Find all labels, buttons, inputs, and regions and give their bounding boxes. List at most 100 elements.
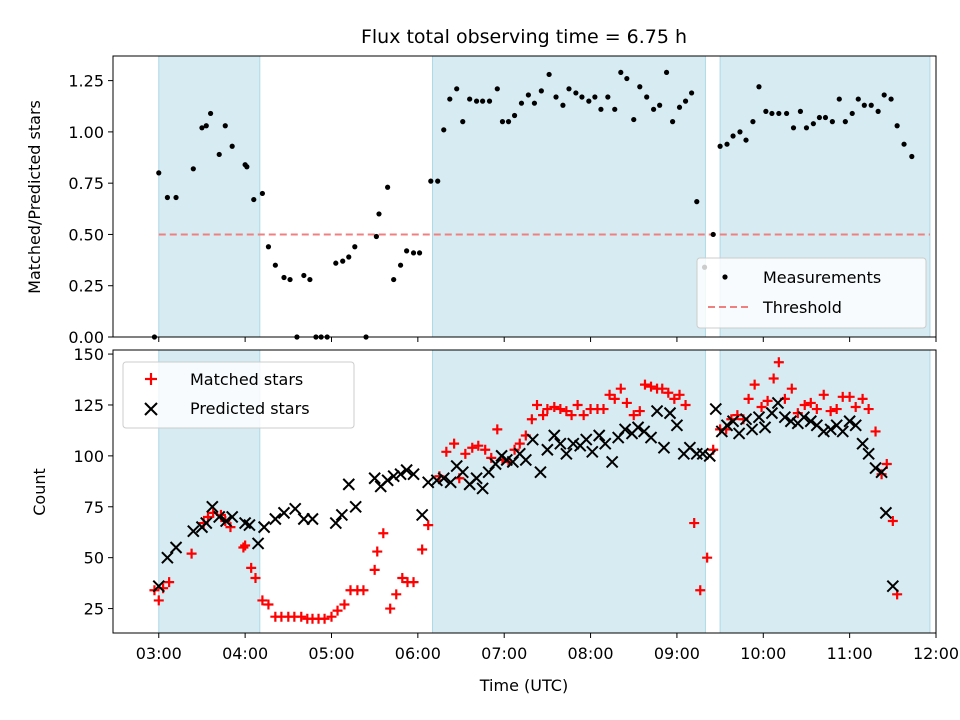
predicted-star-point	[415, 508, 429, 522]
measurement-point	[385, 184, 391, 190]
predicted-star-point	[650, 404, 664, 418]
predicted-star-point	[869, 461, 882, 475]
measurement-point	[822, 114, 829, 121]
bottom-y-axis-title: Count	[30, 468, 49, 516]
observing-window-2	[432, 349, 706, 634]
measurement-point	[494, 86, 500, 92]
predicted-star-point	[758, 421, 772, 434]
measurement-point	[505, 119, 512, 125]
predicted-star-point	[306, 512, 319, 526]
measurement-point	[909, 153, 915, 160]
matched-star-point	[542, 404, 553, 415]
matched-star-point	[762, 395, 773, 406]
matched-star-point	[572, 399, 583, 410]
predicted-star-point	[407, 467, 420, 481]
y-tick-label: 0.00	[68, 328, 104, 347]
matched-star-point	[250, 573, 261, 584]
matched-star-point	[186, 548, 197, 559]
matched-star-point	[480, 444, 491, 455]
predicted-legend-marker	[144, 402, 158, 416]
matched-star-point	[799, 399, 810, 410]
measurement-point	[560, 102, 566, 108]
count-panel: 25 50 75 100 125 150 03:00 04:00 05:00 06:00 07:0…	[30, 345, 959, 695]
measurement-point	[441, 127, 447, 133]
matched-star-point	[657, 383, 668, 394]
threshold-legend-label: Threshold	[762, 298, 842, 317]
matched-star-point	[825, 406, 836, 417]
bottom-legend-box	[122, 361, 355, 429]
predicted-star-point	[856, 437, 869, 450]
measurement-point	[251, 196, 257, 203]
x-tick-label: 05:00	[308, 644, 354, 663]
y-tick-label: 0.75	[68, 174, 104, 193]
x-tick-label: 07:00	[481, 644, 527, 663]
measurement-point	[810, 121, 816, 127]
predicted-star-point	[387, 470, 400, 483]
measurement-point	[538, 88, 544, 94]
top-axes-frame	[112, 55, 937, 338]
measurement-point	[352, 244, 358, 250]
matched-star-point	[669, 393, 680, 404]
measurement-point	[901, 141, 907, 147]
measurement-point	[281, 274, 287, 281]
predicted-star-point	[437, 472, 450, 485]
measurement-point	[391, 276, 397, 283]
matched-star-point	[743, 393, 754, 404]
matched-star-point	[246, 562, 257, 573]
measurement-point	[682, 98, 689, 104]
predicted-star-point	[277, 506, 291, 520]
measurement-point	[553, 94, 559, 100]
predicted-star-point	[394, 467, 407, 481]
measurement-point	[340, 258, 346, 264]
bottom-y-ticks: 25 50 75 100 125 150	[73, 345, 113, 619]
y-tick-label: 125	[73, 396, 104, 415]
predicted-star-point	[843, 415, 856, 428]
predicted-star-point	[804, 415, 817, 428]
bottom-axes-frame	[112, 349, 937, 634]
measurement-point	[447, 96, 453, 102]
measurement-point	[373, 233, 379, 240]
predicted-star-point	[631, 421, 645, 434]
matched-star-point	[863, 404, 874, 415]
predicted-star-point	[732, 427, 746, 440]
measurements-legend-label: Measurements	[763, 268, 881, 287]
predicted-star-point	[161, 551, 174, 564]
predicted-legend-label: Predicted stars	[190, 399, 310, 418]
matched-star-point	[326, 611, 337, 622]
matched-star-point	[702, 552, 713, 563]
predicted-star-point	[745, 423, 759, 436]
matched-star-point	[674, 389, 685, 400]
matched-star-point	[689, 518, 700, 529]
top-legend-box	[696, 257, 927, 329]
matched-star-point	[756, 402, 767, 413]
predicted-star-point	[862, 447, 875, 461]
measurement-point	[644, 94, 650, 100]
predicted-star-point	[430, 474, 444, 487]
predicted-star-point	[726, 415, 740, 428]
predicted-star-point	[400, 463, 413, 477]
predicted-star-point	[784, 415, 798, 428]
predicted-star-point	[875, 465, 888, 479]
matched-star-point	[663, 387, 674, 398]
matched-star-point	[397, 573, 408, 584]
y-tick-label: 1.00	[68, 123, 104, 142]
predicted-star-point	[778, 410, 792, 424]
measurement-point	[199, 125, 205, 131]
observing-window-3	[719, 349, 931, 634]
predicted-star-point	[696, 447, 710, 461]
x-tick-label: 12:00	[913, 644, 959, 663]
x-tick-label: 10:00	[740, 644, 786, 663]
predicted-star-point	[560, 447, 573, 461]
predicted-star-point	[368, 472, 381, 485]
measurement-point	[750, 119, 756, 125]
matched-star-point	[768, 373, 779, 384]
predicted-star-point	[329, 516, 343, 530]
predicted-star-point	[886, 579, 900, 593]
matched-star-point	[749, 379, 760, 390]
measurement-point	[849, 110, 855, 117]
measurement-point	[566, 86, 572, 92]
predicted-star-point	[526, 433, 539, 446]
predicted-star-point	[586, 445, 599, 459]
matched-star-point	[332, 605, 343, 616]
matched-star-point	[598, 404, 609, 415]
